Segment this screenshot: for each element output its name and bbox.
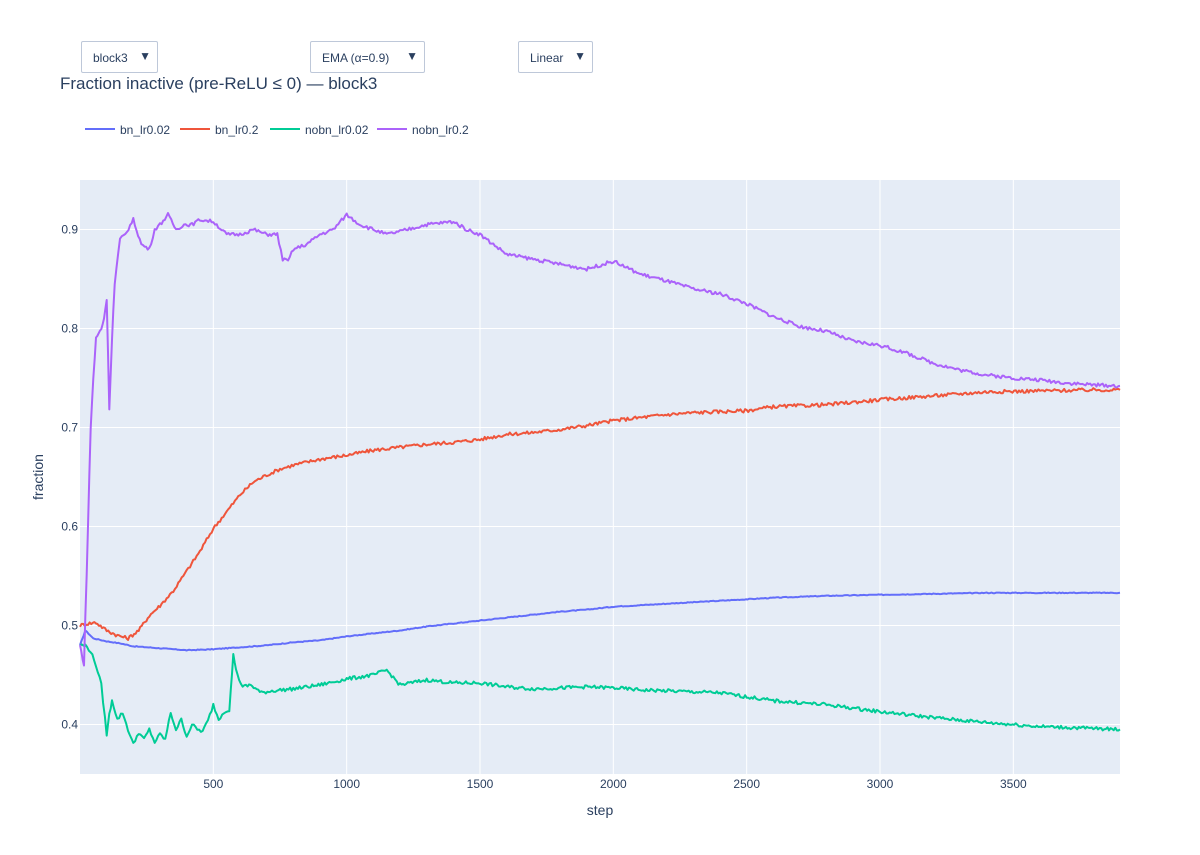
smoothing-select-dropdown[interactable]: EMA (α=0.9) ▼ bbox=[310, 41, 425, 73]
x-tick-label: 1500 bbox=[467, 777, 494, 791]
x-tick-label: 3500 bbox=[1000, 777, 1027, 791]
scale-select-value: Linear bbox=[530, 51, 564, 65]
legend-label: nobn_lr0.02 bbox=[305, 123, 369, 137]
legend-swatch bbox=[180, 128, 210, 130]
x-axis-ticks: 500 1000 1500 2000 2500 3000 3500 bbox=[203, 777, 1027, 791]
smoothing-select-value: EMA (α=0.9) bbox=[322, 51, 390, 65]
y-tick-label: 0.4 bbox=[61, 718, 78, 732]
series-lines bbox=[79, 212, 1121, 744]
series-line-bn_lr0.2 bbox=[79, 387, 1121, 641]
x-tick-label: 2500 bbox=[733, 777, 760, 791]
chart-title: Fraction inactive (pre-ReLU ≤ 0) — block… bbox=[60, 74, 378, 93]
block-select-dropdown[interactable]: block3 ▼ bbox=[81, 41, 158, 73]
legend-label: bn_lr0.02 bbox=[120, 123, 171, 137]
y-tick-label: 0.7 bbox=[61, 421, 78, 435]
legend-label: bn_lr0.2 bbox=[215, 123, 259, 137]
legend-swatch bbox=[377, 128, 407, 130]
chevron-down-icon: ▼ bbox=[406, 49, 418, 63]
x-tick-label: 500 bbox=[203, 777, 223, 791]
block-select-value: block3 bbox=[93, 51, 128, 65]
chevron-down-icon: ▼ bbox=[574, 49, 586, 63]
legend-swatch bbox=[270, 128, 300, 130]
y-axis-title: fraction bbox=[30, 454, 46, 500]
plot-area bbox=[80, 180, 1120, 774]
x-tick-label: 2000 bbox=[600, 777, 627, 791]
y-tick-label: 0.6 bbox=[61, 520, 78, 534]
series-line-bn_lr0.02 bbox=[79, 591, 1121, 652]
legend-label: nobn_lr0.2 bbox=[412, 123, 469, 137]
legend-swatch bbox=[85, 128, 115, 130]
scale-select-dropdown[interactable]: Linear ▼ bbox=[518, 41, 593, 73]
y-tick-label: 0.8 bbox=[61, 322, 78, 336]
y-axis-ticks: 0.4 0.5 0.6 0.7 0.8 0.9 bbox=[61, 223, 78, 732]
x-tick-label: 3000 bbox=[867, 777, 894, 791]
x-axis-title: step bbox=[587, 802, 614, 818]
series-line-nobn_lr0.2 bbox=[79, 212, 1121, 667]
y-tick-label: 0.9 bbox=[61, 223, 78, 237]
chevron-down-icon: ▼ bbox=[139, 49, 151, 63]
y-tick-label: 0.5 bbox=[61, 619, 78, 633]
series-line-nobn_lr0.02 bbox=[79, 643, 1121, 744]
x-tick-label: 1000 bbox=[333, 777, 360, 791]
